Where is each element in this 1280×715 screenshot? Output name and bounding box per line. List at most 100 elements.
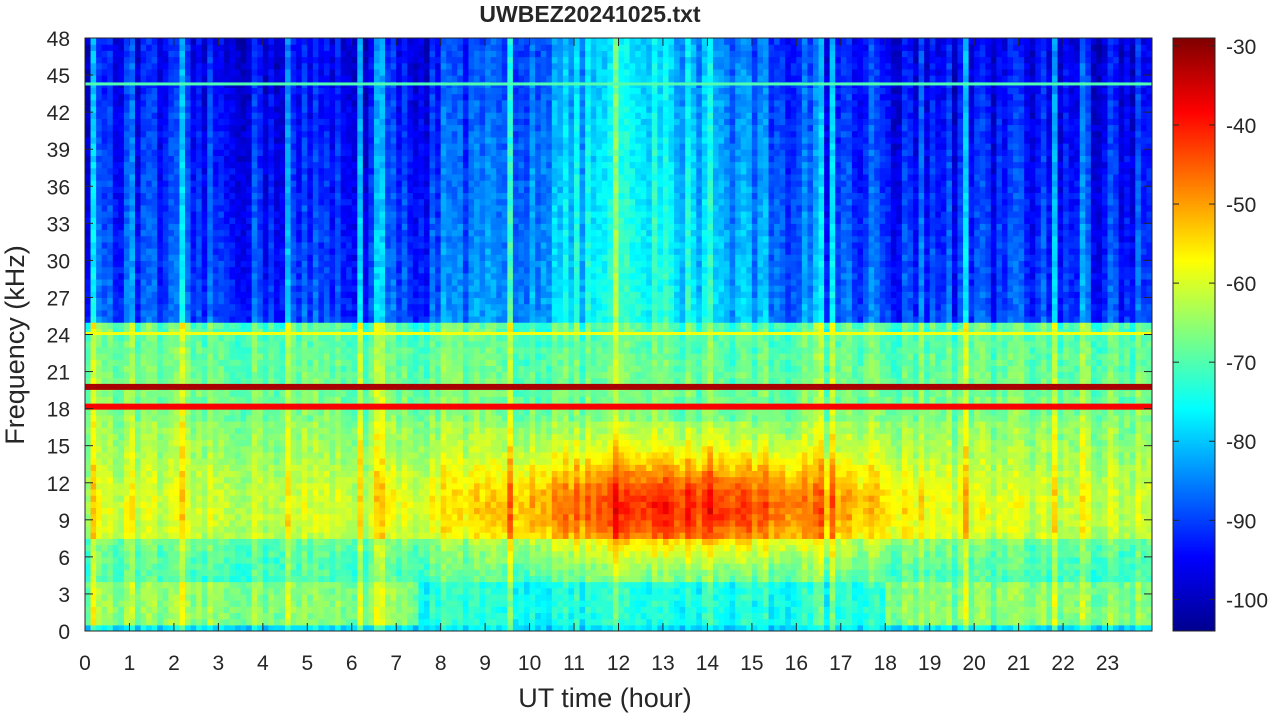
heatmap-cell: [235, 303, 242, 311]
heatmap-cell: [296, 143, 303, 150]
heatmap-cell: [240, 482, 247, 490]
heatmap-cell: [279, 427, 286, 434]
heatmap-cell: [135, 167, 142, 175]
heatmap-cell: [335, 99, 342, 107]
heatmap-cell: [207, 414, 214, 422]
heatmap-cell: [262, 105, 269, 113]
heatmap-cell: [223, 241, 231, 249]
heatmap-cell: [201, 624, 208, 631]
heatmap-cell: [235, 451, 242, 459]
heatmap-cell: [357, 377, 364, 385]
heatmap-cell: [190, 210, 197, 218]
heatmap-cell: [223, 470, 231, 478]
heatmap-cell: [112, 204, 119, 212]
heatmap-cell: [235, 538, 242, 546]
heatmap-cell: [85, 192, 92, 200]
heatmap-cell: [101, 445, 108, 453]
heatmap-cell: [212, 56, 219, 64]
heatmap-cell: [312, 285, 320, 292]
heatmap-cell: [273, 309, 281, 317]
heatmap-cell: [273, 550, 281, 558]
heatmap-cell: [179, 377, 186, 385]
heatmap-cell: [240, 62, 247, 70]
heatmap-cell: [335, 44, 342, 51]
heatmap-cell: [357, 44, 364, 51]
heatmap-cell: [207, 476, 214, 484]
heatmap-cell: [90, 433, 97, 441]
heatmap-cell: [268, 68, 275, 76]
heatmap-cell: [190, 161, 197, 169]
heatmap-cell: [135, 204, 142, 212]
heatmap-cell: [273, 124, 281, 132]
heatmap-cell: [368, 525, 375, 533]
heatmap-cell: [340, 112, 347, 119]
heatmap-cell: [340, 346, 347, 354]
heatmap-cell: [96, 186, 103, 194]
heatmap-cell: [207, 173, 214, 181]
heatmap-cell: [173, 254, 181, 261]
heatmap-cell: [257, 198, 264, 206]
heatmap-cell: [290, 291, 297, 299]
heatmap-cell: [179, 501, 186, 509]
heatmap-cell: [207, 93, 214, 101]
heatmap-cell: [168, 470, 175, 478]
heatmap-cell: [340, 624, 347, 631]
heatmap-cell: [123, 476, 131, 484]
heatmap-cell: [279, 488, 286, 496]
heatmap-cell: [90, 124, 97, 132]
heatmap-cell: [296, 408, 303, 416]
heatmap-cell: [351, 408, 358, 416]
heatmap-cell: [290, 198, 297, 206]
heatmap-cell: [340, 501, 347, 509]
heatmap-cell: [151, 624, 158, 631]
heatmap-cell: [162, 99, 169, 107]
heatmap-cell: [257, 439, 264, 447]
heatmap-cell: [273, 272, 281, 280]
heatmap-cell: [346, 575, 353, 583]
heatmap-cell: [146, 377, 153, 385]
heatmap-cell: [229, 427, 236, 434]
heatmap-cell: [168, 44, 175, 51]
heatmap-cell: [285, 359, 292, 366]
heatmap-cell: [212, 303, 219, 311]
heatmap-cell: [335, 50, 342, 58]
heatmap-cell: [279, 532, 286, 539]
heatmap-cell: [107, 513, 114, 521]
heatmap-cell: [201, 408, 208, 416]
heatmap-cell: [101, 538, 108, 546]
heatmap-cell: [240, 309, 247, 317]
heatmap-cell: [323, 513, 331, 521]
heatmap-cell: [296, 149, 303, 156]
heatmap-cell: [157, 278, 164, 286]
heatmap-cell: [296, 291, 303, 299]
heatmap-cell: [285, 118, 292, 126]
heatmap-cell: [285, 612, 292, 620]
heatmap-cell: [329, 458, 336, 465]
heatmap-cell: [223, 525, 231, 533]
heatmap-cell: [335, 297, 342, 305]
heatmap-cell: [346, 56, 353, 64]
heatmap-cell: [101, 217, 108, 224]
heatmap-cell: [301, 451, 308, 459]
heatmap-cell: [218, 303, 225, 311]
heatmap-cell: [135, 581, 142, 589]
heatmap-cell: [279, 581, 286, 589]
heatmap-cell: [162, 439, 169, 447]
heatmap-cell: [146, 624, 153, 631]
heatmap-cell: [268, 482, 275, 490]
heatmap-cell: [173, 408, 181, 416]
heatmap-cell: [290, 408, 297, 416]
heatmap-cell: [190, 544, 197, 552]
heatmap-cell: [318, 451, 325, 459]
heatmap-cell: [173, 75, 181, 82]
heatmap-cell: [96, 68, 103, 76]
heatmap-cell: [85, 149, 92, 156]
heatmap-cell: [179, 624, 186, 631]
heatmap-cell: [207, 612, 214, 620]
heatmap-cell: [246, 328, 253, 336]
heatmap-cell: [212, 624, 219, 631]
heatmap-cell: [146, 210, 153, 218]
heatmap-cell: [229, 618, 236, 626]
heatmap-cell: [279, 346, 286, 354]
heatmap-cell: [201, 544, 208, 552]
